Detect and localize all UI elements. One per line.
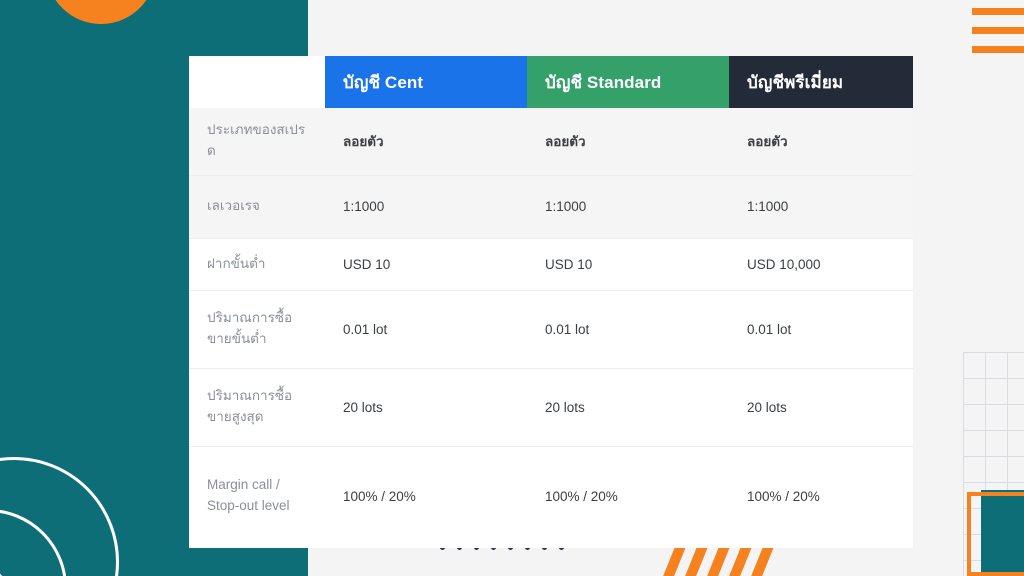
orange-bar	[972, 8, 1024, 15]
header-cell-cent[interactable]: บัญชี Cent	[325, 56, 527, 108]
slash	[705, 548, 730, 576]
orange-bars-decoration	[972, 8, 1024, 65]
cell-premium-leverage: 1:1000	[729, 175, 913, 239]
row-label-leverage: เลเวอเรจ	[189, 175, 325, 239]
concentric-arcs-decoration	[0, 412, 164, 576]
table-header: บัญชี Cent บัญชี Standard บัญชีพรีเมี่ยม	[189, 56, 913, 108]
cell-premium-max-trade-volume: 20 lots	[729, 368, 913, 447]
header-cell-premium[interactable]: บัญชีพรีเมี่ยม	[729, 56, 913, 108]
account-comparison-table: บัญชี Cent บัญชี Standard บัญชีพรีเมี่ยม…	[189, 56, 913, 546]
cell-standard-min-deposit: USD 10	[527, 238, 729, 291]
row-label-margin-call: Margin call / Stop-out level	[189, 446, 325, 546]
cell-premium-spread-type: ลอยตัว	[729, 108, 913, 176]
cell-standard-spread-type: ลอยตัว	[527, 108, 729, 176]
table-row: Margin call / Stop-out level 100% / 20% …	[189, 446, 913, 546]
orange-outline-decoration	[967, 492, 1024, 576]
cell-standard-min-trade-volume: 0.01 lot	[527, 290, 729, 369]
slash	[749, 548, 774, 576]
cell-cent-max-trade-volume: 20 lots	[325, 368, 527, 447]
cell-cent-spread-type: ลอยตัว	[325, 108, 527, 176]
cell-standard-leverage: 1:1000	[527, 175, 729, 239]
header-row: บัญชี Cent บัญชี Standard บัญชีพรีเมี่ยม	[189, 56, 913, 108]
row-label-spread-type: ประเภทของสเปรด	[189, 108, 325, 176]
header-cell-standard[interactable]: บัญชี Standard	[527, 56, 729, 108]
cell-premium-min-trade-volume: 0.01 lot	[729, 290, 913, 369]
cell-standard-margin-call: 100% / 20%	[527, 446, 729, 546]
cell-premium-margin-call: 100% / 20%	[729, 446, 913, 546]
table-row: เลเวอเรจ 1:1000 1:1000 1:1000	[189, 175, 913, 239]
cell-cent-margin-call: 100% / 20%	[325, 446, 527, 546]
slash	[683, 548, 708, 576]
orange-bar	[972, 46, 1024, 53]
header-cell-blank	[189, 56, 325, 108]
slash	[661, 548, 686, 576]
cell-premium-min-deposit: USD 10,000	[729, 238, 913, 291]
table-row: ปริมาณการซื้อขายขั้นต่ำ 0.01 lot 0.01 lo…	[189, 290, 913, 369]
cell-cent-min-trade-volume: 0.01 lot	[325, 290, 527, 369]
cell-cent-leverage: 1:1000	[325, 175, 527, 239]
slash	[727, 548, 752, 576]
account-comparison-card: บัญชี Cent บัญชี Standard บัญชีพรีเมี่ยม…	[189, 56, 913, 548]
row-label-max-trade-volume: ปริมาณการซื้อขายสูงสุด	[189, 368, 325, 447]
cell-standard-max-trade-volume: 20 lots	[527, 368, 729, 447]
teal-rectangle-decoration	[981, 490, 1024, 576]
orange-bar	[972, 27, 1024, 34]
orange-circle-decoration	[46, 0, 156, 24]
table-row: ฝากขั้นต่ำ USD 10 USD 10 USD 10,000	[189, 238, 913, 291]
row-label-min-trade-volume: ปริมาณการซื้อขายขั้นต่ำ	[189, 290, 325, 369]
table-body: ประเภทของสเปรด ลอยตัว ลอยตัว ลอยตัว เลเว…	[189, 108, 913, 546]
table-row: ประเภทของสเปรด ลอยตัว ลอยตัว ลอยตัว	[189, 108, 913, 176]
cell-cent-min-deposit: USD 10	[325, 238, 527, 291]
table-row: ปริมาณการซื้อขายสูงสุด 20 lots 20 lots 2…	[189, 368, 913, 447]
row-label-min-deposit: ฝากขั้นต่ำ	[189, 238, 325, 291]
diagonal-slashes-decoration	[661, 548, 774, 576]
